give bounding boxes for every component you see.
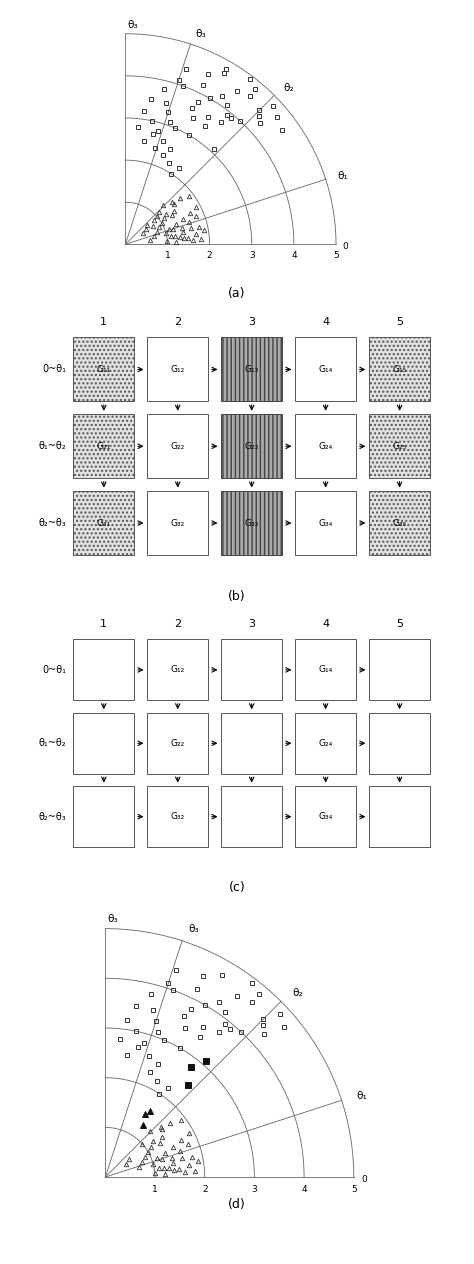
- Bar: [295, 640, 356, 700]
- Bar: [369, 786, 430, 847]
- Bar: [295, 786, 356, 847]
- Text: θ₁: θ₁: [356, 1091, 367, 1101]
- Text: θ₂~θ₃: θ₂~θ₃: [38, 518, 66, 528]
- Text: 4: 4: [301, 1184, 307, 1193]
- Text: G₃₄: G₃₄: [319, 813, 333, 822]
- Bar: [369, 490, 430, 555]
- Text: 4: 4: [291, 250, 297, 259]
- Text: G₂₅: G₂₅: [392, 442, 407, 451]
- Bar: [295, 490, 356, 555]
- Text: G₂₂: G₂₂: [171, 442, 185, 451]
- Text: 5: 5: [351, 1184, 356, 1193]
- Text: θ₁~θ₂: θ₁~θ₂: [39, 441, 66, 451]
- Text: 3: 3: [248, 619, 255, 629]
- Bar: [369, 640, 430, 700]
- Bar: [369, 713, 430, 774]
- Text: 1: 1: [100, 317, 107, 327]
- Text: θ₁~θ₂: θ₁~θ₂: [39, 738, 66, 748]
- Text: G₁₄: G₁₄: [319, 365, 333, 374]
- Text: 4: 4: [322, 619, 329, 629]
- Bar: [369, 415, 430, 478]
- Text: 2: 2: [202, 1184, 208, 1193]
- Bar: [147, 337, 208, 402]
- Text: 0: 0: [361, 1176, 367, 1184]
- Text: 2: 2: [174, 317, 182, 327]
- Text: G₂₃: G₂₃: [245, 442, 259, 451]
- Text: (c): (c): [228, 881, 246, 894]
- Bar: [73, 713, 134, 774]
- Text: 1: 1: [100, 619, 107, 629]
- Text: θ₃: θ₃: [196, 29, 207, 39]
- Text: 0: 0: [342, 241, 348, 252]
- Text: G₃₃: G₃₃: [245, 518, 259, 527]
- Text: G₃₅: G₃₅: [392, 518, 407, 527]
- Text: θ₃: θ₃: [108, 914, 118, 924]
- Text: 5: 5: [396, 317, 403, 327]
- Bar: [221, 786, 282, 847]
- Bar: [295, 337, 356, 402]
- Text: G₁₁: G₁₁: [97, 365, 111, 374]
- Text: 2: 2: [207, 250, 212, 259]
- Text: G₃₁: G₃₁: [97, 518, 111, 527]
- Text: G₃₄: G₃₄: [319, 518, 333, 527]
- Text: θ₃: θ₃: [128, 20, 138, 30]
- Text: θ₁: θ₁: [338, 171, 348, 181]
- Bar: [221, 415, 282, 478]
- Text: (a): (a): [228, 287, 246, 300]
- Text: 3: 3: [252, 1184, 257, 1193]
- Text: 1: 1: [164, 250, 170, 259]
- Text: θ₂: θ₂: [284, 83, 294, 94]
- Bar: [73, 640, 134, 700]
- Text: θ₂: θ₂: [292, 987, 303, 997]
- Text: G₁₄: G₁₄: [319, 665, 333, 675]
- Text: G₂₂: G₂₂: [171, 738, 185, 748]
- Text: G₂₁: G₂₁: [97, 442, 111, 451]
- Text: (b): (b): [228, 590, 246, 603]
- Bar: [221, 640, 282, 700]
- Bar: [147, 713, 208, 774]
- Bar: [73, 490, 134, 555]
- Text: θ₃: θ₃: [188, 924, 199, 934]
- Text: G₂₄: G₂₄: [319, 442, 333, 451]
- Bar: [147, 786, 208, 847]
- Text: G₃₂: G₃₂: [171, 813, 185, 822]
- Text: 0~θ₁: 0~θ₁: [42, 665, 66, 675]
- Text: 2: 2: [174, 619, 182, 629]
- Text: G₁₃: G₁₃: [245, 365, 259, 374]
- Text: 5: 5: [333, 250, 339, 259]
- Bar: [221, 337, 282, 402]
- Text: G₁₂: G₁₂: [171, 365, 185, 374]
- Text: G₂₄: G₂₄: [319, 738, 333, 748]
- Bar: [221, 490, 282, 555]
- Text: 5: 5: [396, 619, 403, 629]
- Text: 3: 3: [249, 250, 255, 259]
- Bar: [73, 415, 134, 478]
- Text: 4: 4: [322, 317, 329, 327]
- Bar: [221, 713, 282, 774]
- Text: 1: 1: [152, 1184, 158, 1193]
- Bar: [295, 415, 356, 478]
- Bar: [73, 786, 134, 847]
- Text: G₁₂: G₁₂: [171, 665, 185, 675]
- Text: 3: 3: [248, 317, 255, 327]
- Text: (d): (d): [228, 1198, 246, 1211]
- Bar: [369, 337, 430, 402]
- Text: G₃₂: G₃₂: [171, 518, 185, 527]
- Bar: [147, 490, 208, 555]
- Bar: [147, 640, 208, 700]
- Text: G₁₅: G₁₅: [392, 365, 407, 374]
- Bar: [73, 337, 134, 402]
- Bar: [295, 713, 356, 774]
- Bar: [147, 415, 208, 478]
- Text: 0~θ₁: 0~θ₁: [42, 364, 66, 374]
- Text: θ₂~θ₃: θ₂~θ₃: [38, 811, 66, 822]
